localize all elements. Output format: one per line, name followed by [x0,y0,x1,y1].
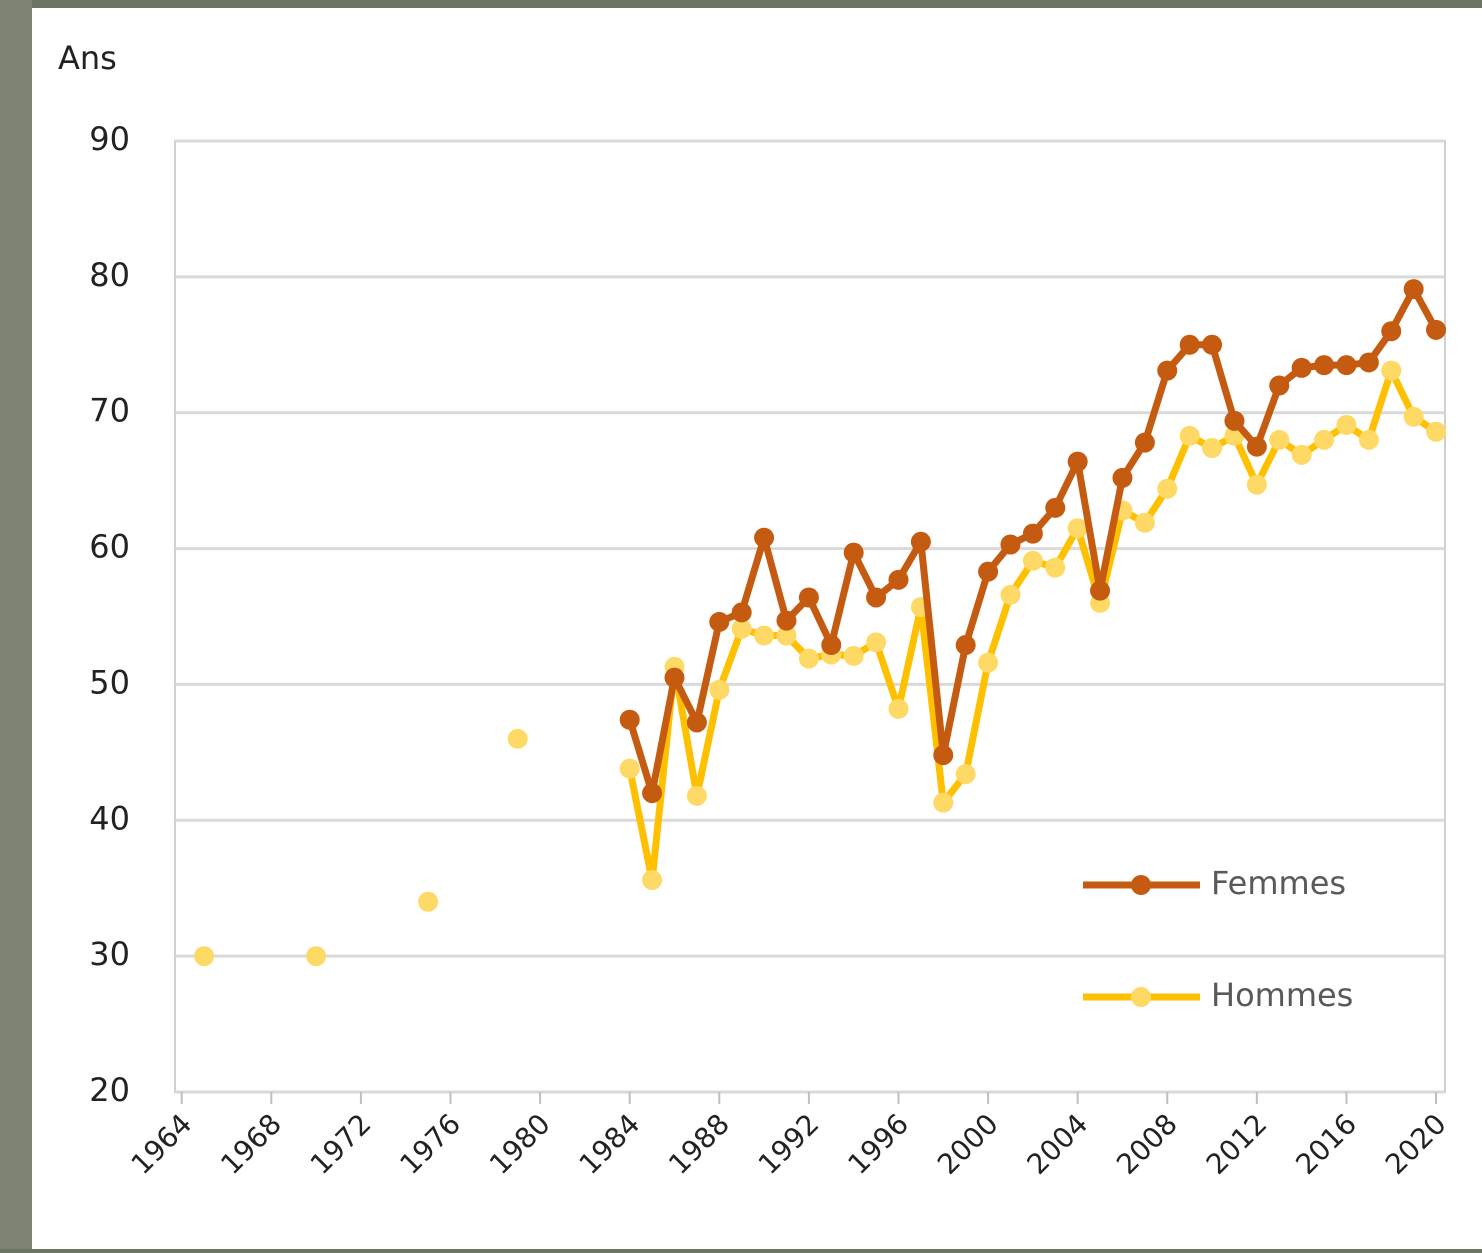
data-point [776,625,797,646]
data-point [933,745,954,766]
data-point [507,728,528,749]
data-point [1246,474,1267,495]
data-point [1067,451,1088,472]
y-tick-label: 20 [89,1071,130,1109]
data-point [776,610,797,631]
data-point [978,561,999,582]
data-point [1246,436,1267,457]
data-point [664,667,685,688]
data-point [1067,518,1088,539]
legend-label: Hommes [1211,976,1353,1014]
data-point [619,758,640,779]
background-photo [0,0,32,1249]
data-point [1381,321,1402,342]
data-point [933,792,954,813]
data-point [1291,357,1312,378]
data-point [1157,360,1178,381]
y-axis-label: Ans [58,39,117,77]
data-point [1426,319,1447,340]
data-point [1112,467,1133,488]
legend-marker [1131,987,1151,1007]
data-point [1224,410,1245,431]
y-tick-label: 90 [89,120,130,158]
data-point [1000,534,1021,555]
data-point [1336,414,1357,435]
data-point [1314,429,1335,450]
legend-label: Femmes [1211,864,1346,902]
data-point [1202,438,1223,459]
data-point [1381,360,1402,381]
data-point [910,531,931,552]
data-point [1000,584,1021,605]
data-point [686,712,707,733]
y-tick-label: 80 [89,256,130,294]
data-point [1403,279,1424,300]
y-tick-label: 30 [89,935,130,973]
data-point [978,652,999,673]
data-point [709,611,730,632]
data-point [1358,352,1379,373]
data-point [1022,550,1043,571]
data-point [1134,512,1155,533]
data-point [754,527,775,548]
data-point [642,870,663,891]
data-point [418,891,439,912]
data-point [1179,334,1200,355]
data-point [1291,444,1312,465]
y-tick-label: 70 [89,392,130,430]
data-point [866,587,887,608]
data-point [194,946,215,967]
data-point [1336,355,1357,376]
data-point [1045,557,1066,578]
y-tick-label: 50 [89,663,130,701]
data-point [1269,375,1290,396]
y-tick-label: 60 [89,528,130,566]
data-point [1045,497,1066,518]
data-point [709,679,730,700]
data-point [955,764,976,785]
data-point [1426,421,1447,442]
data-point [306,946,327,967]
data-point [1134,432,1155,453]
data-point [686,785,707,806]
data-point [888,698,909,719]
data-point [1179,425,1200,446]
data-point [642,783,663,804]
data-point [1269,429,1290,450]
data-point [955,635,976,656]
y-tick-label: 40 [89,799,130,837]
data-point [798,587,819,608]
data-point [1090,580,1111,601]
legend-marker [1131,875,1151,895]
data-point [1157,478,1178,499]
data-point [731,602,752,623]
data-point [843,542,864,563]
data-point [619,709,640,730]
data-point [1403,406,1424,427]
data-point [866,632,887,653]
data-point [798,648,819,669]
data-point [888,569,909,590]
data-point [1202,334,1223,355]
data-point [754,625,775,646]
data-point [1358,429,1379,450]
data-point [731,618,752,639]
data-point [1022,523,1043,544]
data-point [1314,355,1335,376]
data-point [821,635,842,656]
data-point [843,645,864,666]
